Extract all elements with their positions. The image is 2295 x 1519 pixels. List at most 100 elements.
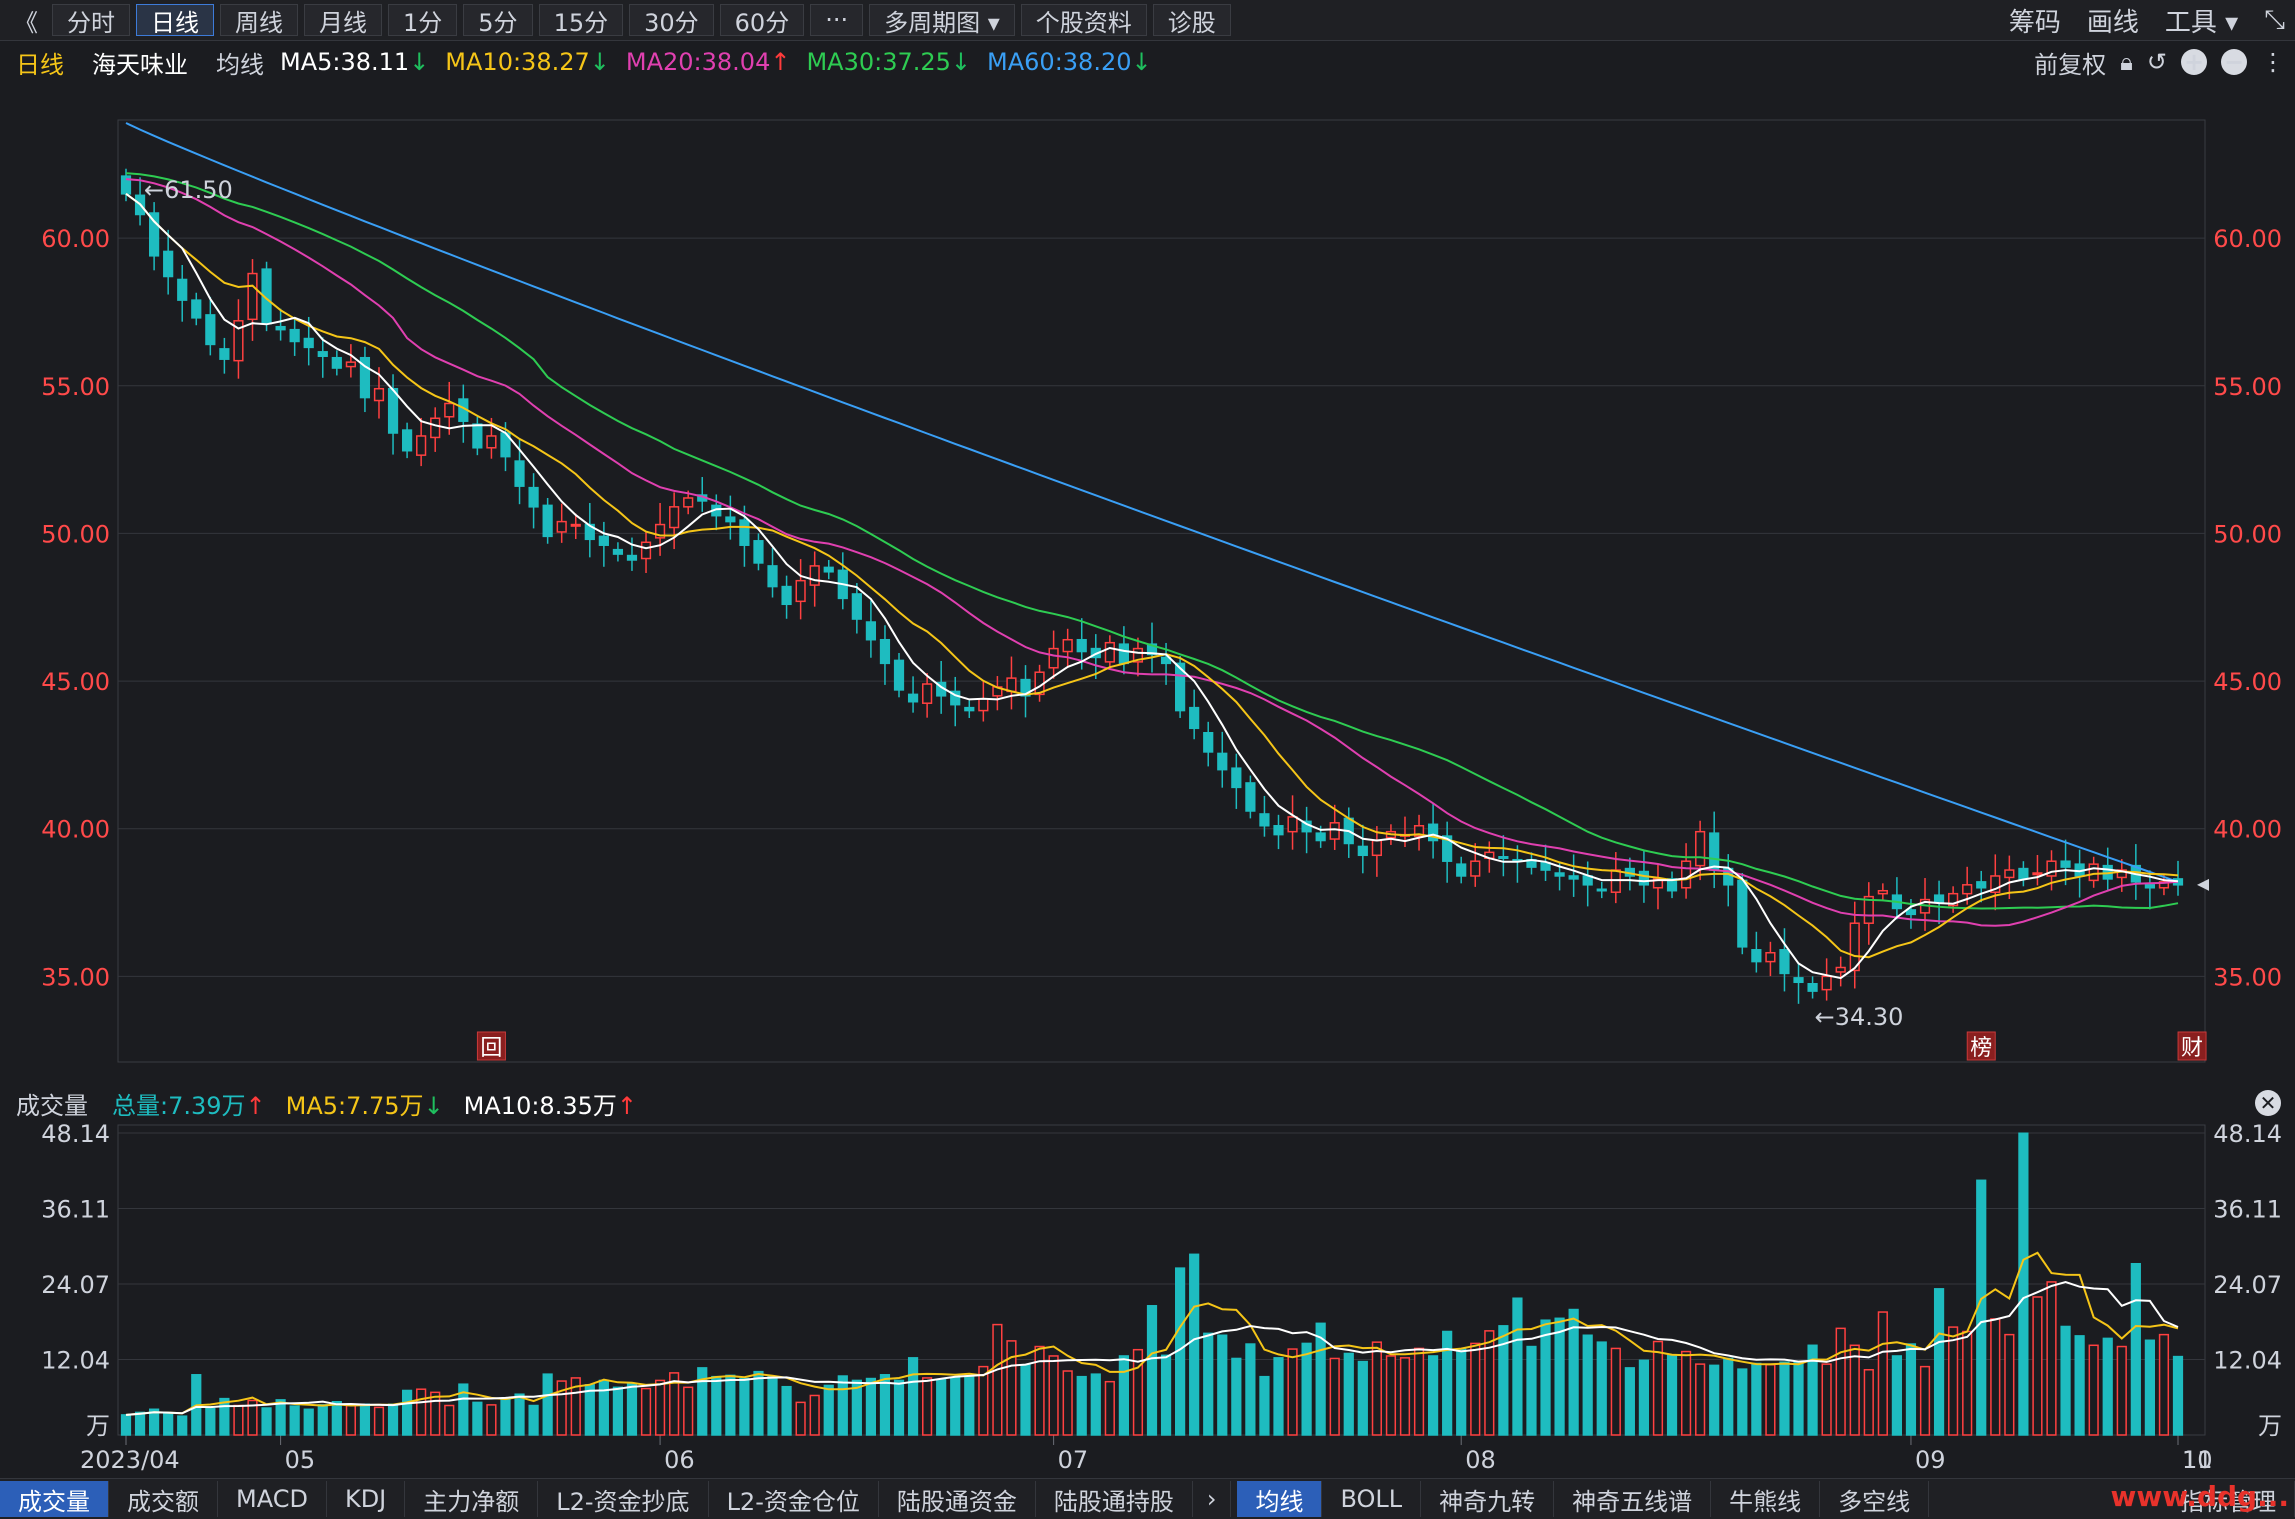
volume-bar	[1540, 1319, 1551, 1436]
candle-body	[2032, 872, 2043, 876]
indicator-tab-4[interactable]: 主力净额	[405, 1481, 539, 1517]
price-tick-right: 55.00	[2213, 373, 2282, 401]
volume-bar	[795, 1401, 806, 1436]
candle-body	[1357, 845, 1368, 857]
overlay-tab-4[interactable]: 牛熊线	[1711, 1481, 1821, 1517]
volume-bar	[416, 1388, 427, 1436]
volume-bar	[2046, 1281, 2057, 1436]
toolbar-right-item-2[interactable]: 工具 ▾	[2164, 7, 2239, 38]
indicator-tab-3[interactable]: KDJ	[327, 1481, 406, 1517]
indicator-tab-1[interactable]: 成交额	[109, 1481, 218, 1517]
indicator-tab-5[interactable]: L2-资金抄底	[538, 1481, 709, 1517]
candle-body	[683, 497, 694, 508]
period-tab-5[interactable]: 5分	[463, 4, 533, 37]
period-tab-4[interactable]: 1分	[388, 4, 458, 37]
ma-label[interactable]: 均线	[216, 50, 264, 79]
period-tab-1[interactable]: 日线	[136, 4, 214, 37]
candle-body	[2018, 867, 2029, 880]
volume-bar	[1582, 1334, 1593, 1436]
volume-bar	[1146, 1305, 1158, 1436]
back-button[interactable]: 《	[14, 8, 38, 37]
candle	[2074, 849, 2085, 898]
x-label: 07	[1058, 1446, 1089, 1474]
volume-bar	[1329, 1357, 1340, 1436]
candle	[444, 381, 455, 435]
ma-value-1: MA10:38.27↓	[445, 48, 610, 76]
overlay-tab-5[interactable]: 多空线	[1820, 1481, 1930, 1517]
scroll-right-icon[interactable]: ›	[1193, 1481, 1232, 1517]
period-tab-7[interactable]: 30分	[629, 4, 714, 37]
event-marker-box[interactable]	[476, 1031, 506, 1061]
period-tab-2[interactable]: 周线	[220, 4, 298, 37]
indicator-tab-2[interactable]: MACD	[218, 1481, 327, 1517]
candle	[1287, 795, 1298, 850]
candle-body	[865, 621, 877, 641]
event-marker[interactable]: 回	[476, 1031, 506, 1061]
toolbar-right-item-0[interactable]: 筹码	[2008, 7, 2061, 38]
toolbar-right: 筹码 画线 工具 ▾ ⤡	[2009, 0, 2285, 40]
volume-tick-right: 36.11	[2213, 1195, 2282, 1223]
candle	[1526, 852, 1537, 875]
period-tab-0[interactable]: 分时	[52, 4, 130, 37]
price-tick-right: 35.00	[2213, 963, 2282, 991]
volume-bar	[1343, 1352, 1354, 1436]
candle-body	[345, 361, 356, 368]
volume-tick-left: 36.11	[41, 1195, 110, 1223]
candle	[1203, 721, 1214, 767]
period-tab-9[interactable]: ···	[810, 4, 864, 36]
toolbar-right-item-1[interactable]: 画线	[2086, 7, 2139, 38]
overlay-tab-2[interactable]: 神奇九转	[1421, 1481, 1555, 1517]
period-tab-10[interactable]: 多周期图 ▾	[869, 4, 1015, 37]
volume-bar	[1990, 1318, 2001, 1436]
event-marker[interactable]: 财	[2177, 1031, 2207, 1061]
toolbar-right-item-3[interactable]: ⤡	[2264, 4, 2285, 35]
zoom-in-icon[interactable]: +	[2181, 48, 2207, 76]
adjust-mode[interactable]: 前复权	[2034, 50, 2107, 79]
overlay-tab-0[interactable]: 均线	[1237, 1481, 1323, 1517]
volume-bar	[2088, 1344, 2099, 1436]
period-tab-6[interactable]: 15分	[538, 4, 624, 37]
lock-icon[interactable]: 🔒︎	[2120, 48, 2133, 76]
candle-body	[542, 504, 553, 538]
candle	[1470, 843, 1481, 887]
candle-body	[2060, 860, 2071, 868]
period-tab-8[interactable]: 60分	[719, 4, 805, 37]
overlay-tabs-right: 均线 BOLL 神奇九转 神奇五线谱 牛熊线 多空线	[1237, 1481, 1930, 1517]
volume-bar	[1624, 1367, 1635, 1436]
candle	[1413, 814, 1425, 851]
volume-bar	[598, 1379, 609, 1436]
volume-bar	[739, 1377, 750, 1436]
event-marker-box[interactable]	[1966, 1031, 1996, 1061]
event-marker[interactable]: 榜	[1966, 1031, 1996, 1061]
indicator-tab-8[interactable]: 陆股通持股	[1036, 1481, 1193, 1517]
overlay-tab-1[interactable]: BOLL	[1322, 1481, 1422, 1517]
period-tab-11[interactable]: 个股资料	[1020, 4, 1147, 37]
zoom-out-icon[interactable]: −	[2221, 48, 2247, 76]
candle-body	[1231, 767, 1242, 789]
volume-bar	[1723, 1357, 1734, 1436]
price-tick-left: 35.00	[41, 963, 110, 991]
close-volume-panel-icon[interactable]: ✕	[2255, 1090, 2281, 1116]
candle-body	[317, 351, 328, 357]
volume-bar	[1638, 1359, 1650, 1436]
volume-bars	[120, 1132, 2184, 1436]
indicator-tab-7[interactable]: 陆股通资金	[879, 1481, 1036, 1517]
event-marker-box[interactable]	[2177, 1031, 2207, 1061]
indicator-tab-0[interactable]: 成交量	[0, 1481, 109, 1517]
overlay-tab-3[interactable]: 神奇五线谱	[1554, 1481, 1712, 1517]
candle	[570, 513, 581, 540]
undo-icon[interactable]: ↺	[2146, 48, 2167, 76]
volume-bar	[1217, 1334, 1228, 1436]
volume-bar	[1231, 1357, 1242, 1436]
indicator-tab-6[interactable]: L2-资金仓位	[709, 1481, 879, 1517]
volume-bar	[654, 1379, 666, 1436]
candle	[1568, 854, 1579, 897]
period-tab-12[interactable]: 诊股	[1152, 4, 1231, 37]
period-tab-3[interactable]: 月线	[304, 4, 382, 37]
candle	[149, 202, 160, 271]
ma-value-2: MA20:38.04↑	[625, 48, 791, 76]
candle-body	[1259, 813, 1270, 827]
candle-body	[1217, 752, 1228, 771]
more-icon[interactable]: ⋮	[2261, 48, 2285, 76]
